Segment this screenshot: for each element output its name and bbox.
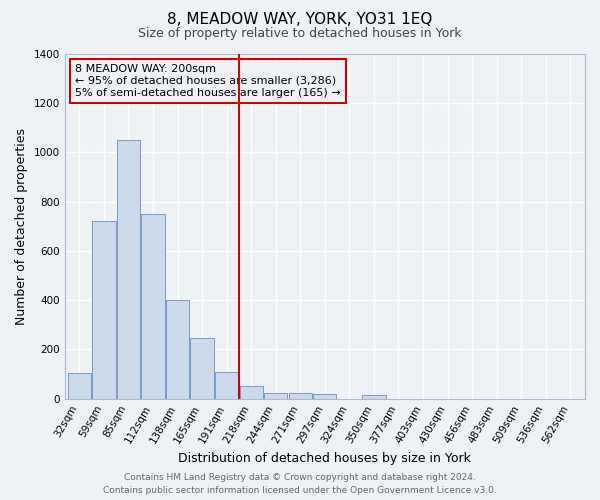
- Bar: [166, 300, 189, 398]
- X-axis label: Distribution of detached houses by size in York: Distribution of detached houses by size …: [178, 452, 471, 465]
- Bar: [142, 214, 164, 398]
- Bar: [362, 395, 386, 398]
- Text: 8 MEADOW WAY: 200sqm
← 95% of detached houses are smaller (3,286)
5% of semi-det: 8 MEADOW WAY: 200sqm ← 95% of detached h…: [75, 64, 341, 98]
- Bar: [117, 140, 140, 398]
- Bar: [239, 386, 263, 398]
- Bar: [92, 222, 116, 398]
- Bar: [289, 392, 312, 398]
- Bar: [313, 394, 337, 398]
- Text: Contains HM Land Registry data © Crown copyright and database right 2024.
Contai: Contains HM Land Registry data © Crown c…: [103, 474, 497, 495]
- Y-axis label: Number of detached properties: Number of detached properties: [15, 128, 28, 325]
- Bar: [215, 372, 238, 398]
- Bar: [190, 338, 214, 398]
- Bar: [68, 373, 91, 398]
- Text: 8, MEADOW WAY, YORK, YO31 1EQ: 8, MEADOW WAY, YORK, YO31 1EQ: [167, 12, 433, 28]
- Bar: [264, 392, 287, 398]
- Text: Size of property relative to detached houses in York: Size of property relative to detached ho…: [138, 28, 462, 40]
